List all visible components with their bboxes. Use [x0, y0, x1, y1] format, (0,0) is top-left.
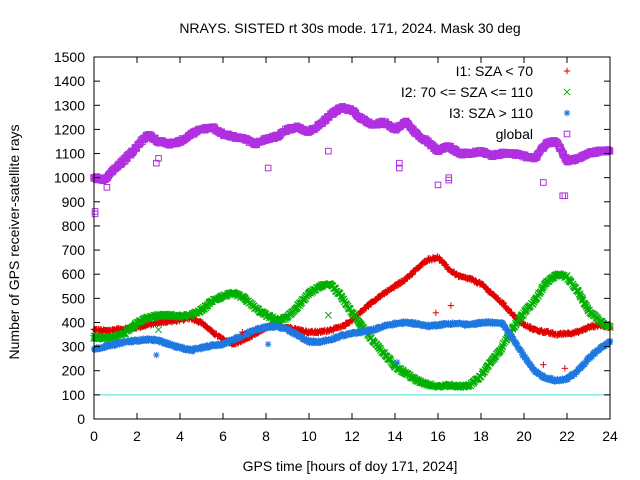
- y-tick-label: 200: [62, 363, 86, 379]
- legend-marker: [563, 109, 571, 117]
- legend: I1: SZA < 70 I2: 70 <= SZA <= 110 I3: SZA …: [401, 63, 571, 142]
- y-axis-label: Number of GPS receiver-satellite rays: [6, 125, 22, 360]
- outlier-point: [153, 351, 160, 359]
- y-tick-label: 0: [77, 411, 85, 427]
- x-tick-label: 24: [602, 428, 618, 444]
- legend-label: global: [496, 126, 533, 142]
- outlier-point: [559, 192, 567, 200]
- x-tick-label: 22: [559, 428, 575, 444]
- outlier-point: [264, 340, 272, 348]
- outlier-point: [434, 181, 442, 189]
- legend-label: I1: SZA < 70: [456, 63, 534, 79]
- x-tick-label: 12: [344, 428, 360, 444]
- outlier-point: [540, 179, 547, 186]
- legend-label: I3: SZA > 110: [449, 105, 533, 121]
- outlier-point: [325, 147, 332, 155]
- y-tick-label: 600: [62, 266, 86, 282]
- series-1-point: [500, 299, 508, 307]
- x-tick-label: 0: [90, 428, 98, 444]
- y-tick-label: 1200: [54, 121, 85, 137]
- outlier-point: [154, 326, 163, 334]
- x-tick-label: 10: [301, 428, 317, 444]
- y-tick-label: 1100: [55, 146, 85, 162]
- legend-marker: [563, 130, 571, 138]
- x-tick-label: 2: [133, 428, 141, 444]
- x-tick-label: 4: [176, 428, 184, 444]
- legend-label: I2: 70 <= SZA <= 110: [401, 84, 533, 100]
- series-2-point: [339, 296, 348, 304]
- y-tick-label: 300: [62, 339, 86, 355]
- y-tick-label: 1400: [54, 73, 85, 89]
- outlier-point: [103, 184, 111, 191]
- outlier-point: [324, 311, 332, 319]
- series-4: [90, 103, 614, 185]
- x-tick-label: 14: [387, 428, 403, 444]
- x-tick-label: 6: [219, 428, 227, 444]
- series-1-point: [196, 317, 204, 325]
- legend-marker: [563, 67, 571, 75]
- x-tick-label: 8: [262, 428, 270, 444]
- y-tick-label: 1300: [54, 97, 85, 113]
- y-tick-label: 400: [62, 314, 86, 330]
- outlier-point: [393, 359, 401, 366]
- y-tick-label: 1500: [54, 49, 85, 65]
- series-2-point: [352, 312, 360, 320]
- series-2: [90, 269, 614, 391]
- chart-title: NRAYS. SISTED rt 30s mode. 171, 2024. Ma…: [179, 20, 520, 36]
- x-tick-label: 18: [473, 428, 489, 444]
- outlier-point: [561, 192, 569, 200]
- x-axis-label: GPS time [hours of doy 171, 2024]: [243, 458, 458, 474]
- y-tick-label: 700: [62, 242, 86, 258]
- y-tick-label: 900: [62, 194, 86, 210]
- outlier-point: [264, 164, 272, 172]
- outlier-point: [432, 309, 440, 317]
- y-tick-label: 100: [62, 387, 86, 403]
- y-tick-label: 800: [62, 218, 86, 234]
- data-marks-layer: [90, 103, 614, 391]
- legend-marker: [563, 88, 571, 96]
- x-tick-label: 16: [430, 428, 446, 444]
- outlier-point: [447, 302, 455, 309]
- y-tick-label: 1000: [54, 170, 85, 186]
- x-tick-label: 20: [516, 428, 532, 444]
- outlier-point: [561, 365, 569, 372]
- y-tick-label: 500: [62, 290, 86, 306]
- outlier-point: [540, 361, 547, 368]
